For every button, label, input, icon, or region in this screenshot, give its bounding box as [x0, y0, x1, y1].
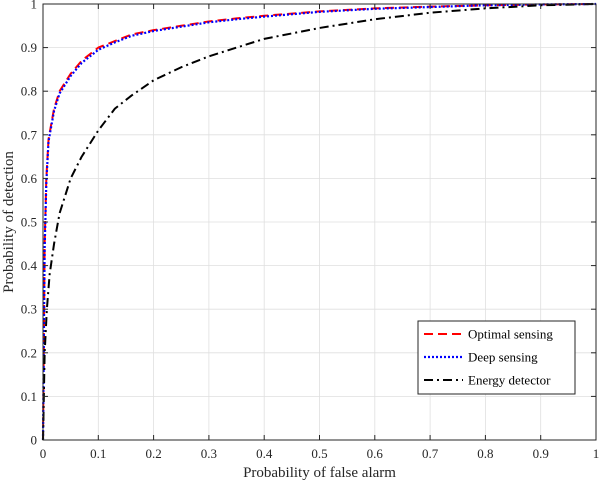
- y-tick-label: 1: [31, 0, 38, 12]
- y-tick-label: 0.8: [21, 84, 37, 99]
- y-axis-title: Probability of detection: [1, 151, 17, 293]
- x-tick-label: 0.3: [201, 446, 217, 461]
- y-tick-label: 0.1: [21, 389, 37, 404]
- x-tick-label: 0.7: [422, 446, 439, 461]
- x-tick-label: 0.2: [145, 446, 161, 461]
- x-tick-label: 0.1: [90, 446, 106, 461]
- y-tick-label: 0.7: [21, 127, 38, 142]
- x-tick-label: 0.4: [256, 446, 273, 461]
- legend-label-optimal-sensing: Optimal sensing: [468, 327, 553, 342]
- legend-label-deep-sensing: Deep sensing: [468, 350, 538, 365]
- grid: [43, 4, 596, 440]
- y-tick-label: 0: [31, 433, 38, 448]
- x-tick-label: 0.6: [367, 446, 384, 461]
- y-tick-label: 0.6: [21, 171, 38, 186]
- x-tick-label: 0: [40, 446, 47, 461]
- y-tick-label: 0.3: [21, 302, 37, 317]
- x-tick-label: 1: [593, 446, 600, 461]
- x-tick-label: 0.5: [311, 446, 327, 461]
- series-line-energy-detector: [42, 3, 597, 441]
- x-axis-title: Probability of false alarm: [243, 465, 396, 481]
- legend: Optimal sensing Deep sensing Energy detect…: [417, 320, 576, 395]
- y-tick-label: 0.9: [21, 40, 37, 55]
- x-tick-label: 0.9: [533, 446, 549, 461]
- y-tick-label: 0.4: [21, 258, 38, 273]
- y-tick-label: 0.2: [21, 345, 37, 360]
- x-tick-label: 0.8: [477, 446, 493, 461]
- ticks: 0 0.1 0.2 0.3 0.4 0.5 0.6 0.7 0.8 0.9 1 0 0.1 0.2 0.3 0…: [21, 0, 600, 461]
- series-layer: [41, 2, 597, 441]
- legend-label-energy-detector: Energy detector: [468, 373, 551, 388]
- y-tick-label: 0.5: [21, 215, 37, 230]
